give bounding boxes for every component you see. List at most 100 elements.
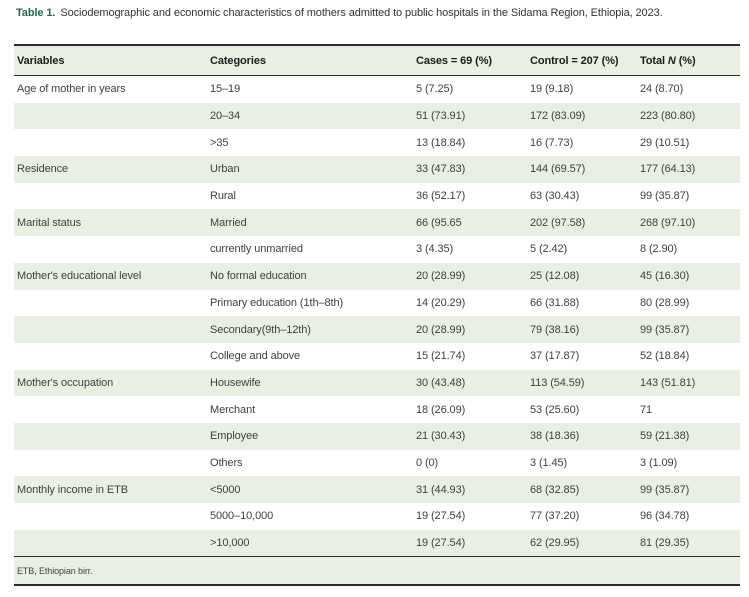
table-footnote: ETB, Ethiopian birr. — [14, 557, 740, 587]
cell-variable — [14, 103, 207, 130]
table-row: Residence Urban 33 (47.83) 144 (69.57) 177 (… — [14, 156, 740, 183]
cell-cases: 18 (26.09) — [416, 403, 466, 416]
cell-variable — [14, 316, 207, 343]
cell-variable: Mother's educational level — [17, 270, 142, 283]
cell-category: currently unmarried — [210, 243, 303, 256]
cell-control: 38 (18.36) — [530, 430, 580, 443]
cell-total: 71 — [640, 403, 653, 416]
table-row: College and above 15 (21.74) 37 (17.87) 52 … — [14, 343, 740, 370]
col-header-variables: Variables — [14, 45, 207, 76]
table-row: Mother's educational level No formal educ… — [14, 262, 740, 290]
cell-variable: Marital status — [17, 216, 82, 229]
cell-variable — [14, 183, 207, 210]
cell-cases: 20 (28.99) — [416, 323, 466, 336]
cell-variable — [14, 450, 207, 477]
cell-category: Married — [210, 216, 247, 229]
col-header-cases: Cases = 69 (%) — [413, 45, 527, 76]
cell-variable — [14, 343, 207, 370]
col-header-control: Control = 207 (%) — [527, 45, 637, 76]
cell-category: No formal education — [210, 270, 307, 283]
table-body: Age of mother in years 15–19 5 (7.25) 19 (9… — [14, 76, 740, 557]
table-row: Employee 21 (30.43) 38 (18.36) 59 (21.38) — [14, 422, 740, 450]
table-row: 5000–10,000 19 (27.54) 77 (37.20) 96 (34.78… — [14, 503, 740, 530]
cell-control: 113 (54.59) — [530, 376, 585, 389]
cell-category: Primary education (1th–8th) — [210, 296, 344, 309]
cell-variable: Monthly income in ETB — [17, 483, 128, 496]
cell-total: 223 (80.80) — [640, 110, 696, 123]
cell-total: 143 (51.81) — [640, 376, 696, 389]
cell-variable — [14, 530, 207, 557]
cell-total: 177 (64.13) — [640, 163, 696, 176]
cell-category: <5000 — [210, 483, 241, 496]
cell-control: 3 (1.45) — [530, 456, 568, 469]
cell-category: >35 — [210, 136, 229, 149]
cell-total: 99 (35.87) — [640, 483, 690, 496]
cell-control: 53 (25.60) — [530, 403, 580, 416]
cell-total: 8 (2.90) — [640, 243, 678, 256]
table-row: Merchant 18 (26.09) 53 (25.60) 71 — [14, 396, 740, 423]
table-caption: Table 1. Sociodemographic and economic ch… — [0, 0, 749, 44]
table-caption-label: Table 1. — [16, 7, 56, 19]
cell-control: 202 (97.58) — [530, 216, 586, 229]
table-row: Marital status Married 66 (95.65 202 (97.58… — [14, 209, 740, 237]
cell-cases: 19 (27.54) — [416, 537, 466, 550]
col-header-total-pre: Total — [640, 54, 668, 67]
cell-variable — [14, 423, 207, 450]
cell-control: 77 (37.20) — [530, 510, 580, 523]
cell-category: Housewife — [210, 376, 261, 389]
cell-cases: 20 (28.99) — [416, 270, 466, 283]
cell-control: 19 (9.18) — [530, 83, 574, 96]
cell-cases: 30 (43.48) — [416, 376, 466, 389]
cell-total: 3 (1.09) — [640, 456, 678, 469]
cell-category: >10,000 — [210, 537, 250, 550]
header-row: Variables Categories Cases = 69 (%) Cont… — [14, 45, 740, 76]
col-header-total: Total N (%) — [637, 45, 740, 76]
cell-cases: 66 (95.65 — [416, 216, 462, 229]
cell-total: 96 (34.78) — [640, 510, 690, 523]
cell-variable: Age of mother in years — [17, 83, 126, 96]
cell-control: 62 (29.95) — [530, 537, 580, 550]
table-caption-text: Sociodemographic and economic characteri… — [60, 7, 663, 19]
cell-category: 5000–10,000 — [210, 510, 274, 523]
cell-cases: 14 (20.29) — [416, 296, 466, 309]
cell-variable — [14, 129, 207, 156]
cell-cases: 3 (4.35) — [416, 243, 454, 256]
col-header-total-n: N — [667, 54, 676, 67]
cell-cases: 5 (7.25) — [416, 83, 454, 96]
cell-cases: 13 (18.84) — [416, 136, 466, 149]
table-row: Mother's occupation Housewife 30 (43.48) 11… — [14, 369, 740, 397]
cell-cases: 33 (47.83) — [416, 163, 466, 176]
table-row: currently unmarried 3 (4.35) 5 (2.42) 8 (2.… — [14, 236, 740, 263]
table-row: Monthly income in ETB <5000 31 (44.93) 68 (… — [14, 476, 740, 503]
characteristics-table: Variables Categories Cases = 69 (%) Cont… — [14, 44, 740, 558]
cell-category: Urban — [210, 163, 240, 176]
cell-variable: Residence — [17, 163, 69, 176]
cell-total: 268 (97.10) — [640, 216, 696, 229]
cell-control: 144 (69.57) — [530, 163, 586, 176]
table-row: 20–34 51 (73.91) 172 (83.09) 223 (80.80) — [14, 102, 740, 130]
cell-category: Rural — [210, 190, 236, 203]
cell-cases: 15 (21.74) — [416, 350, 466, 363]
cell-control: 79 (38.16) — [530, 323, 580, 336]
col-header-categories: Categories — [207, 45, 413, 76]
cell-category: Employee — [210, 430, 259, 443]
cell-total: 99 (35.87) — [640, 323, 690, 336]
cell-total: 80 (28.99) — [640, 296, 690, 309]
cell-category: Merchant — [210, 403, 256, 416]
cell-cases: 31 (44.93) — [416, 483, 466, 496]
cell-control: 37 (17.87) — [530, 350, 580, 363]
table-row: Age of mother in years 15–19 5 (7.25) 19 (9… — [14, 76, 740, 103]
cell-cases: 51 (73.91) — [416, 110, 466, 123]
cell-control: 5 (2.42) — [530, 243, 568, 256]
cell-total: 24 (8.70) — [640, 83, 684, 96]
cell-variable — [14, 503, 207, 530]
cell-control: 66 (31.88) — [530, 296, 580, 309]
cell-variable — [14, 396, 207, 423]
cell-variable — [14, 236, 207, 263]
cell-cases: 0 (0) — [416, 456, 439, 469]
cell-control: 25 (12.08) — [530, 270, 580, 283]
cell-category: 20–34 — [210, 110, 241, 123]
cell-variable: Mother's occupation — [17, 376, 114, 389]
table-row: Others 0 (0) 3 (1.45) 3 (1.09) — [14, 450, 740, 477]
